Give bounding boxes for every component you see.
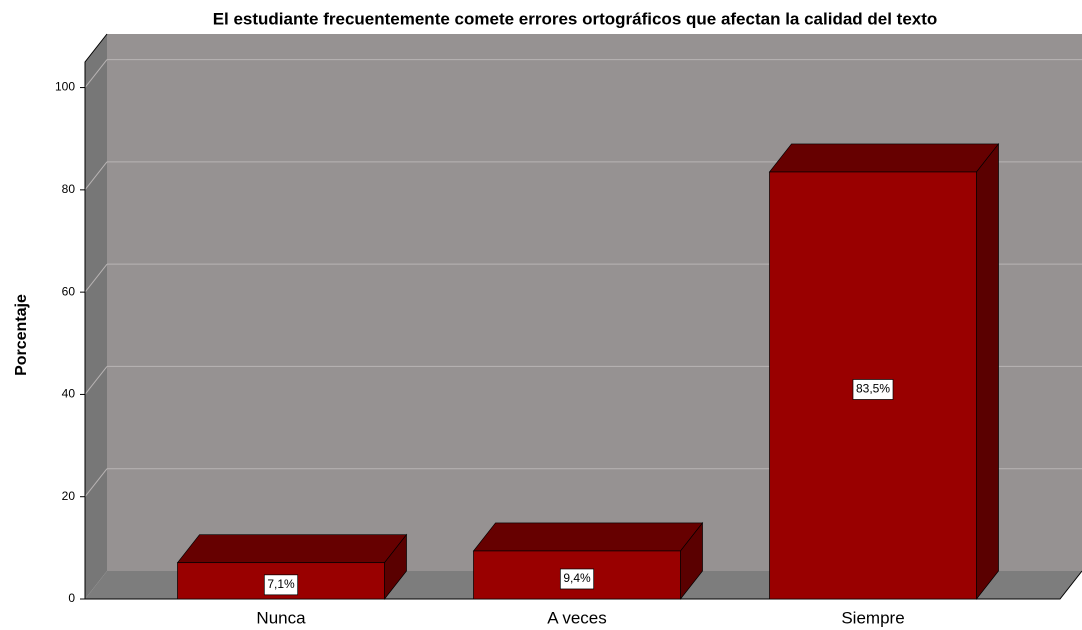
y-tick-label: 0 bbox=[68, 591, 75, 605]
bar-top bbox=[176, 534, 408, 564]
value-label-box bbox=[852, 379, 894, 400]
value-label: 9,4% bbox=[563, 571, 591, 585]
axis-line bbox=[84, 33, 1082, 600]
y-axis-label: Porcentaje bbox=[13, 294, 30, 376]
value-label-box bbox=[559, 568, 595, 590]
chart-title: El estudiante frecuentemente comete erro… bbox=[213, 9, 938, 28]
value-label: 7,1% bbox=[267, 577, 295, 591]
y-tick-label: 40 bbox=[62, 387, 76, 401]
x-tick-label: Nunca bbox=[256, 608, 306, 627]
y-tick-label: 80 bbox=[62, 182, 76, 196]
grid-line bbox=[84, 468, 108, 498]
bar-top bbox=[472, 522, 704, 552]
bar-side bbox=[976, 142, 999, 601]
bar-top bbox=[768, 143, 1000, 173]
y-tick-label: 100 bbox=[55, 80, 75, 94]
grid-line bbox=[84, 161, 108, 191]
value-label-box bbox=[263, 574, 299, 596]
x-tick-label: A veces bbox=[547, 608, 607, 627]
x-tick-label: Siempre bbox=[841, 608, 904, 627]
grid-line bbox=[84, 59, 108, 88]
y-tick-label: 60 bbox=[62, 284, 76, 298]
value-label: 83,5% bbox=[856, 382, 890, 396]
grid-line bbox=[84, 366, 108, 395]
left-wall bbox=[85, 34, 107, 599]
y-tick-label: 20 bbox=[62, 489, 76, 503]
grid-line bbox=[84, 263, 108, 293]
